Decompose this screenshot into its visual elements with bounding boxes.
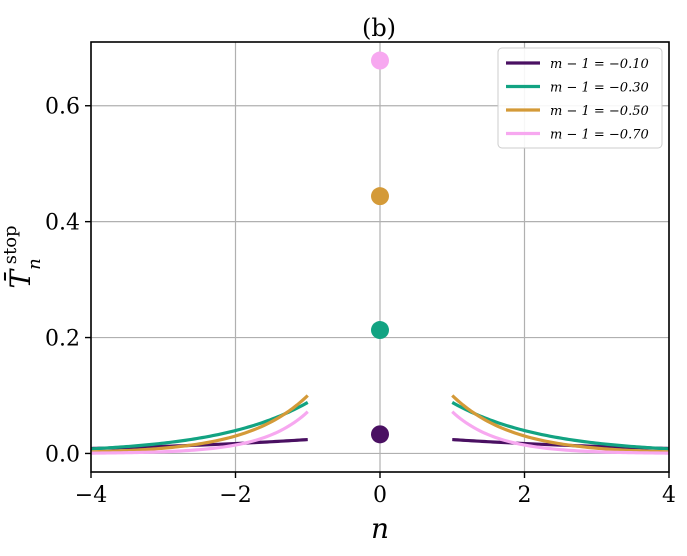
legend-label: m − 1 = −0.50 xyxy=(550,104,649,119)
chart-title: (b) xyxy=(362,14,396,42)
series-right-curve xyxy=(451,394,670,454)
legend: m − 1 = −0.10 m − 1 = −0.30 m − 1 = −0.50 m… xyxy=(497,47,663,149)
legend-label: m − 1 = −0.30 xyxy=(550,81,649,96)
x-tick-label: 2 xyxy=(518,483,532,508)
y-axis-label: T̄nstop xyxy=(0,225,45,288)
series-right-curve xyxy=(451,410,670,455)
legend-box xyxy=(497,47,663,149)
legend-label: m − 1 = −0.70 xyxy=(550,128,649,143)
series-left-curve xyxy=(90,410,309,455)
svg-text:T̄nstop: T̄nstop xyxy=(0,225,45,288)
y-tick-label: 0.6 xyxy=(45,95,80,120)
legend-entries: m − 1 = −0.10 m − 1 = −0.30 m − 1 = −0.50 m… xyxy=(506,57,649,143)
y-axis-label-sub: n xyxy=(24,258,45,270)
x-axis-label: n xyxy=(371,512,389,545)
series-right-curve xyxy=(451,401,670,451)
series-center-point xyxy=(371,51,389,70)
y-axis-label-main: T̄ xyxy=(3,268,37,289)
x-tick-label: −2 xyxy=(219,483,251,508)
y-axis-label-sup: stop xyxy=(0,225,21,264)
series-center-point xyxy=(371,187,389,206)
y-tick-label: 0.4 xyxy=(45,211,80,236)
x-tick-label: 4 xyxy=(662,483,676,508)
x-tick-label: −4 xyxy=(75,483,107,508)
series-curves xyxy=(90,394,670,455)
series-points xyxy=(371,51,389,444)
legend-label: m − 1 = −0.10 xyxy=(550,57,649,72)
y-tick-labels: 0.0 0.2 0.4 0.6 xyxy=(45,95,91,467)
y-tick-label: 0.2 xyxy=(45,327,80,352)
series-center-point xyxy=(371,321,389,340)
y-tick-label: 0.0 xyxy=(45,442,80,467)
x-tick-labels: −4 −2 0 2 4 xyxy=(75,472,676,508)
series-left-curve xyxy=(90,401,309,451)
x-tick-label: 0 xyxy=(373,483,387,508)
series-left-curve xyxy=(90,394,309,454)
series-center-point xyxy=(371,425,389,444)
